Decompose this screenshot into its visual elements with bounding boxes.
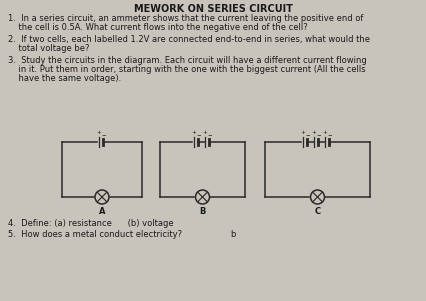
Text: 1.  In a series circuit, an ammeter shows that the current leaving the positive : 1. In a series circuit, an ammeter shows… bbox=[8, 14, 363, 23]
Text: in it. Put them in order, starting with the one with the biggest current (All th: in it. Put them in order, starting with … bbox=[8, 65, 365, 74]
Text: 5.  How does a metal conduct electricity?: 5. How does a metal conduct electricity? bbox=[8, 230, 182, 239]
Text: A: A bbox=[98, 207, 105, 216]
Text: −: − bbox=[316, 132, 320, 138]
Text: −: − bbox=[327, 132, 331, 138]
Text: the cell is 0.5A. What current flows into the negative end of the cell?: the cell is 0.5A. What current flows int… bbox=[8, 23, 307, 32]
Text: +: + bbox=[201, 130, 206, 135]
Text: B: B bbox=[199, 207, 205, 216]
Text: 4.  Define: (a) resistance      (b) voltage: 4. Define: (a) resistance (b) voltage bbox=[8, 219, 173, 228]
Text: b: b bbox=[230, 230, 235, 239]
Text: +: + bbox=[96, 130, 101, 135]
Text: MEWORK ON SERIES CIRCUIT: MEWORK ON SERIES CIRCUIT bbox=[133, 4, 292, 14]
Text: −: − bbox=[196, 132, 200, 138]
Text: −: − bbox=[305, 132, 310, 138]
Text: −: − bbox=[101, 132, 106, 138]
Text: +: + bbox=[191, 130, 196, 135]
Text: total voltage be?: total voltage be? bbox=[8, 44, 89, 53]
Text: +: + bbox=[300, 130, 305, 135]
Text: +: + bbox=[322, 130, 327, 135]
Text: 3.  Study the circuits in the diagram. Each circuit will have a different curren: 3. Study the circuits in the diagram. Ea… bbox=[8, 56, 366, 65]
Text: C: C bbox=[314, 207, 320, 216]
Text: +: + bbox=[311, 130, 316, 135]
Text: −: − bbox=[207, 132, 211, 138]
Text: 2.  If two cells, each labelled 1.2V are connected end-to-end in series, what wo: 2. If two cells, each labelled 1.2V are … bbox=[8, 35, 369, 44]
Text: have the same voltage).: have the same voltage). bbox=[8, 74, 121, 83]
